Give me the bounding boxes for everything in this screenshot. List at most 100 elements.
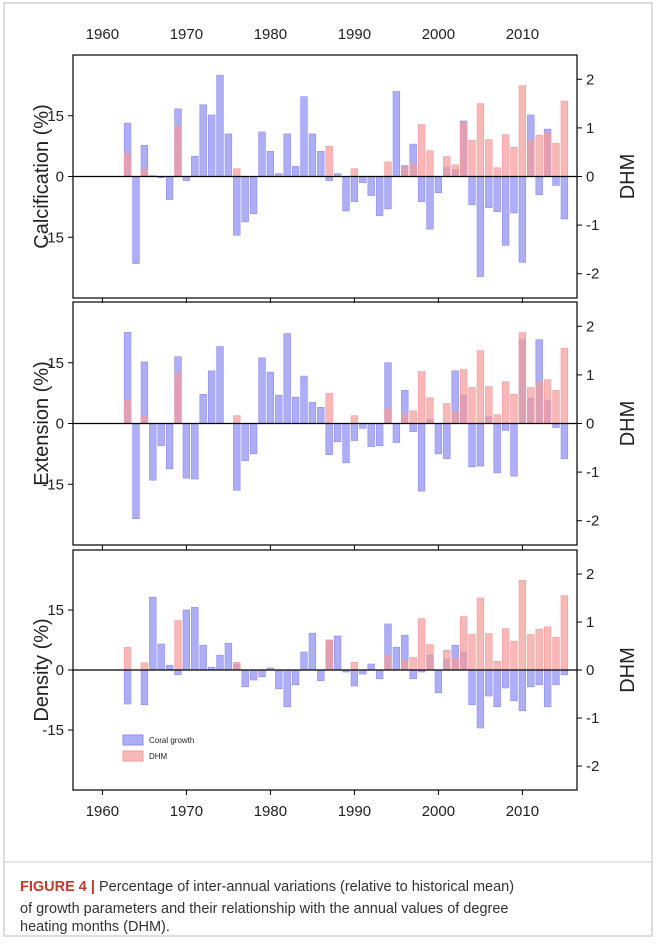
bar xyxy=(291,396,300,424)
bar xyxy=(392,646,401,671)
bar xyxy=(182,423,191,479)
bar xyxy=(552,637,560,671)
bar xyxy=(535,134,543,177)
bar xyxy=(426,397,434,424)
bar xyxy=(434,669,443,694)
bar xyxy=(485,669,493,697)
x-tick-label: 1980 xyxy=(254,803,287,820)
bar xyxy=(249,669,258,681)
bar xyxy=(216,654,224,671)
bar xyxy=(367,176,375,196)
y-tick-label: 0 xyxy=(56,416,64,433)
bar xyxy=(417,423,426,492)
x-tick-label: 1970 xyxy=(170,26,203,43)
bar xyxy=(367,663,375,671)
bar xyxy=(560,176,569,220)
bar xyxy=(384,408,392,424)
bar xyxy=(350,168,359,177)
y-axis-label: Extension (%) xyxy=(31,361,53,486)
y2-tick-label: 0 xyxy=(586,662,594,679)
bar xyxy=(233,423,241,491)
x-tick-label: 1990 xyxy=(338,803,371,820)
bar xyxy=(275,394,283,424)
bar xyxy=(468,140,476,177)
legend-swatch xyxy=(122,734,144,746)
bar xyxy=(468,176,476,206)
bar xyxy=(132,176,140,264)
bar xyxy=(501,669,510,689)
bar xyxy=(501,381,510,424)
bar xyxy=(417,176,426,202)
y-axis-label: Density (%) xyxy=(31,618,53,721)
bar xyxy=(518,332,527,424)
y2-axis-label: DHM xyxy=(617,401,639,447)
bar xyxy=(476,176,485,277)
bar xyxy=(392,91,401,177)
bar xyxy=(510,147,518,177)
caption-label: FIGURE 4 | xyxy=(20,879,95,895)
bar xyxy=(560,100,569,177)
bar xyxy=(401,166,409,177)
legend-swatch xyxy=(122,750,144,762)
bar xyxy=(165,176,174,200)
bar xyxy=(501,423,510,431)
bar xyxy=(300,96,308,177)
bar xyxy=(518,176,527,263)
figure-border xyxy=(3,2,653,937)
bar xyxy=(493,669,501,708)
y-tick-label: 0 xyxy=(56,662,64,679)
bar xyxy=(510,669,518,702)
bar xyxy=(140,415,149,424)
bar xyxy=(501,176,510,246)
bar xyxy=(216,346,224,424)
bar xyxy=(552,669,560,686)
bar xyxy=(451,411,459,424)
bar xyxy=(510,394,518,424)
bar xyxy=(384,176,392,210)
bar xyxy=(207,114,216,177)
y2-axis-label: DHM xyxy=(617,647,639,693)
legend-label: Coral growth xyxy=(149,736,194,745)
bar xyxy=(123,400,132,424)
bar xyxy=(325,639,333,671)
bar xyxy=(518,669,527,712)
bar xyxy=(501,134,510,177)
bar xyxy=(317,406,325,424)
bar xyxy=(249,423,258,455)
bar xyxy=(283,333,291,424)
y-tick-label: -15 xyxy=(42,229,64,246)
bar xyxy=(283,133,291,177)
y2-axis-label: DHM xyxy=(617,154,639,200)
bar xyxy=(527,140,535,177)
bar xyxy=(527,387,535,424)
bar xyxy=(527,669,535,688)
bar xyxy=(325,393,333,424)
bar xyxy=(401,660,409,671)
bar xyxy=(233,662,241,671)
bar xyxy=(468,634,476,671)
bar xyxy=(417,124,426,177)
bar xyxy=(493,176,501,213)
caption-line: of growth parameters and their relations… xyxy=(20,901,508,917)
bar xyxy=(451,164,459,177)
bar xyxy=(459,122,468,177)
legend-label: DHM xyxy=(149,752,168,761)
bar xyxy=(342,423,350,464)
bar xyxy=(308,402,317,424)
bar xyxy=(510,640,518,671)
bar xyxy=(182,176,191,181)
bar xyxy=(434,176,443,194)
bar xyxy=(485,633,493,671)
bar xyxy=(317,669,325,682)
bar xyxy=(350,423,359,441)
bar xyxy=(409,669,417,680)
x-tick-label: 2010 xyxy=(506,26,539,43)
bar xyxy=(560,669,569,676)
x-tick-label: 1970 xyxy=(170,803,203,820)
x-tick-label: 1980 xyxy=(254,26,287,43)
bar xyxy=(510,176,518,214)
bar xyxy=(476,350,485,424)
bar xyxy=(459,369,468,424)
bar xyxy=(233,176,241,236)
bar xyxy=(157,423,165,447)
